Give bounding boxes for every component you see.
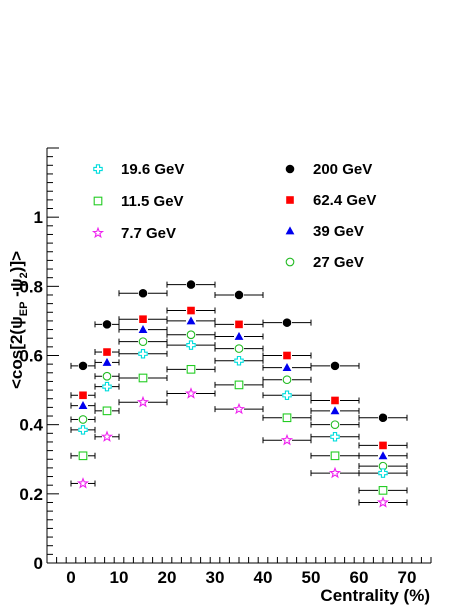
point-11-5-gev — [234, 380, 244, 390]
point-19-6-gev — [78, 425, 88, 435]
point-19-6-gev — [186, 340, 196, 350]
legend-label-27-gev: 27 GeV — [313, 254, 364, 271]
point-200-gev — [330, 361, 340, 371]
point-200-gev — [282, 318, 292, 327]
y-axis-label-main: <cos[2(ψ — [7, 316, 26, 389]
legend-marker-39-gev — [285, 226, 295, 235]
y-tick-label: 0 — [34, 554, 43, 573]
x-tick-label: 70 — [398, 568, 417, 587]
point-200-gev — [78, 361, 88, 371]
point-62-4-gev — [283, 351, 291, 360]
point-7-7-gev — [76, 477, 90, 489]
x-tick-label: 0 — [66, 568, 75, 587]
point-27-gev — [78, 415, 88, 424]
error-bars — [70, 281, 408, 506]
point-7-7-gev — [100, 430, 114, 442]
point-39-gev — [378, 451, 388, 460]
point-7-7-gev — [232, 402, 246, 415]
legend-label-62-4-gev: 62.4 GeV — [313, 192, 376, 209]
point-11-5-gev — [378, 486, 388, 495]
point-11-5-gev — [78, 451, 88, 461]
legend-marker-62-4-gev — [286, 196, 294, 204]
legend-label-11-5-gev: 11.5 GeV — [121, 193, 184, 210]
point-27-gev — [234, 344, 244, 353]
point-62-4-gev — [139, 315, 147, 323]
point-7-7-gev — [184, 387, 198, 399]
point-39-gev — [282, 363, 292, 372]
point-39-gev — [186, 316, 196, 325]
axis-ticks — [46, 147, 432, 564]
y-axis-label-mid: -ψ — [7, 278, 26, 301]
point-19-6-gev — [282, 390, 292, 401]
point-11-5-gev — [138, 373, 148, 383]
point-62-4-gev — [331, 396, 339, 405]
y-tick-label: 0.2 — [19, 485, 43, 504]
point-200-gev — [186, 280, 196, 289]
point-200-gev — [102, 320, 112, 329]
y-tick-label: 0.4 — [19, 416, 43, 435]
point-27-gev — [186, 330, 196, 340]
legend-marker-19-6-gev — [93, 164, 103, 174]
point-39-gev — [138, 324, 148, 333]
x-axis-label: Centrality (%) — [320, 586, 430, 605]
legend-marker-27-gev — [285, 257, 295, 267]
point-19-6-gev — [102, 381, 112, 392]
y-axis-label-sub1: EP — [18, 302, 30, 317]
point-11-5-gev — [282, 413, 292, 423]
point-27-gev — [138, 337, 148, 347]
point-19-6-gev — [234, 355, 244, 366]
x-tick-label: 50 — [302, 568, 321, 587]
legend-marker-7-7-gev — [91, 226, 105, 239]
legend-label-200-gev: 200 GeV — [313, 161, 372, 178]
point-39-gev — [102, 357, 112, 366]
point-39-gev — [78, 401, 88, 410]
data-markers — [76, 280, 390, 508]
point-27-gev — [330, 420, 340, 430]
y-tick-labels: 0 0.2 0.4 0.6 0.8 1 — [19, 208, 43, 573]
legend-label-7-7-gev: 7.7 GeV — [121, 225, 176, 242]
point-27-gev — [102, 371, 112, 381]
x-tick-label: 60 — [350, 568, 369, 587]
point-62-4-gev — [379, 441, 387, 450]
point-11-5-gev — [186, 364, 196, 374]
point-19-6-gev — [138, 349, 148, 359]
point-62-4-gev — [235, 320, 243, 329]
x-tick-label: 30 — [206, 568, 225, 587]
y-tick-label: 0.8 — [19, 277, 43, 296]
x-tick-label: 20 — [158, 568, 177, 587]
point-62-4-gev — [103, 348, 111, 356]
point-27-gev — [282, 375, 292, 385]
point-7-7-gev — [376, 496, 390, 508]
point-7-7-gev — [136, 395, 150, 408]
point-7-7-gev — [328, 466, 342, 479]
point-19-6-gev — [330, 432, 340, 442]
legend-label-39-gev: 39 GeV — [313, 223, 364, 240]
x-tick-label: 10 — [110, 568, 129, 587]
legend-label-19-6-gev: 19.6 GeV — [121, 161, 184, 178]
y-tick-label: 0.6 — [19, 347, 43, 366]
legend: 19.6 GeV 11.5 GeV 7.7 GeV 200 GeV 62.4 GeV 39… — [91, 161, 376, 271]
point-200-gev — [378, 413, 388, 423]
point-200-gev — [234, 290, 244, 300]
y-axis-label-end: )]> — [7, 251, 26, 272]
point-11-5-gev — [330, 451, 340, 461]
point-39-gev — [234, 331, 244, 340]
point-200-gev — [138, 288, 148, 298]
point-7-7-gev — [280, 433, 294, 446]
point-62-4-gev — [187, 306, 195, 315]
point-62-4-gev — [79, 391, 87, 400]
point-11-5-gev — [102, 406, 112, 416]
legend-marker-200-gev — [285, 164, 295, 174]
y-axis-label-sub2: 2 — [18, 272, 30, 278]
y-tick-label: 1 — [34, 208, 43, 227]
x-tick-label: 40 — [254, 568, 273, 587]
point-39-gev — [330, 406, 340, 415]
y-axis-label: <cos[2(ψEP -ψ2)]> — [7, 251, 30, 389]
x-tick-labels: 0 10 20 30 40 50 60 70 — [66, 568, 416, 587]
point-19-6-gev — [378, 468, 388, 478]
legend-marker-11-5-gev — [93, 196, 103, 206]
